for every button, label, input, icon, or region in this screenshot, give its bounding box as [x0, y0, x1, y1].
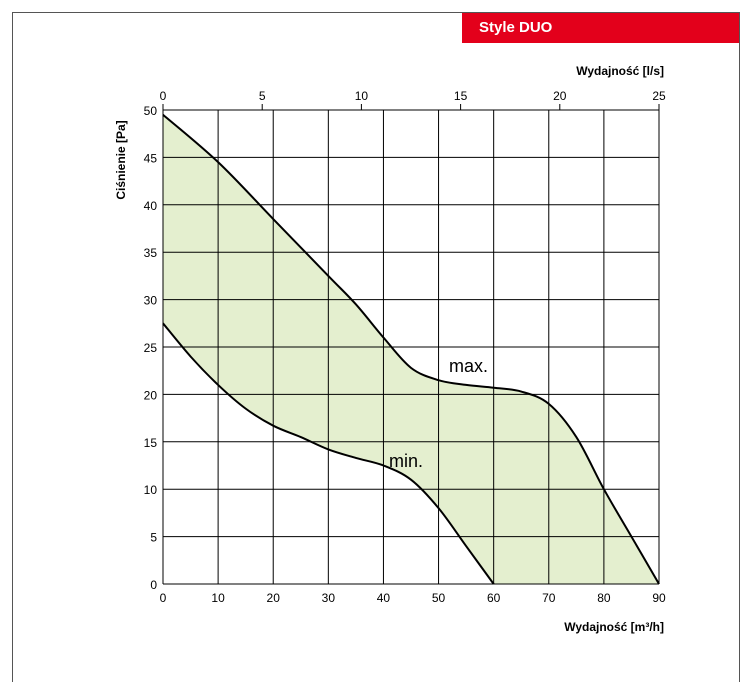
y-tick-label: 0 [150, 578, 157, 592]
x2-tick-label: 5 [259, 89, 266, 103]
x-tick-label: 40 [377, 591, 391, 605]
operating-range-area [163, 114, 659, 585]
x-tick-label: 70 [542, 591, 556, 605]
y-tick-label: 25 [144, 341, 158, 355]
x-tick-label: 0 [160, 591, 167, 605]
y-axis-title: Ciśnienie [Pa] [114, 120, 128, 199]
x-tick-label: 10 [211, 591, 225, 605]
x-tick-label: 90 [652, 591, 666, 605]
y-tick-label: 45 [144, 151, 158, 165]
min-curve [162, 322, 495, 585]
x2-tick-label: 25 [652, 89, 666, 103]
chart-grid [162, 104, 660, 585]
y-tick-label: 20 [144, 388, 158, 402]
x-tick-label: 20 [267, 591, 281, 605]
product-badge: Style DUO [462, 13, 739, 43]
y-tick-label: 15 [144, 436, 158, 450]
x-axis-title: Wydajność [m³/h] [564, 620, 664, 634]
figure-frame [12, 12, 740, 682]
x-tick-label: 50 [432, 591, 446, 605]
max-curve [162, 113, 660, 585]
x2-tick-label: 15 [454, 89, 468, 103]
x2-tick-label: 10 [355, 89, 369, 103]
x-tick-label: 80 [597, 591, 611, 605]
min-curve-label: min. [389, 451, 423, 471]
x2-axis-title: Wydajność [l/s] [576, 64, 664, 78]
max-curve-label: max. [449, 356, 488, 376]
y-tick-label: 5 [150, 531, 157, 545]
y-tick-label: 10 [144, 483, 158, 497]
x2-tick-label: 0 [160, 89, 167, 103]
y-tick-label: 35 [144, 246, 158, 260]
y-tick-label: 50 [144, 104, 158, 118]
x-tick-label: 60 [487, 591, 501, 605]
x2-tick-label: 20 [553, 89, 567, 103]
y-tick-label: 30 [144, 294, 158, 308]
y-tick-label: 40 [144, 199, 158, 213]
x-tick-label: 30 [322, 591, 336, 605]
tick-labels: 0 10 20 30 40 50 60 70 80 90051015202530354045500… [144, 89, 666, 605]
